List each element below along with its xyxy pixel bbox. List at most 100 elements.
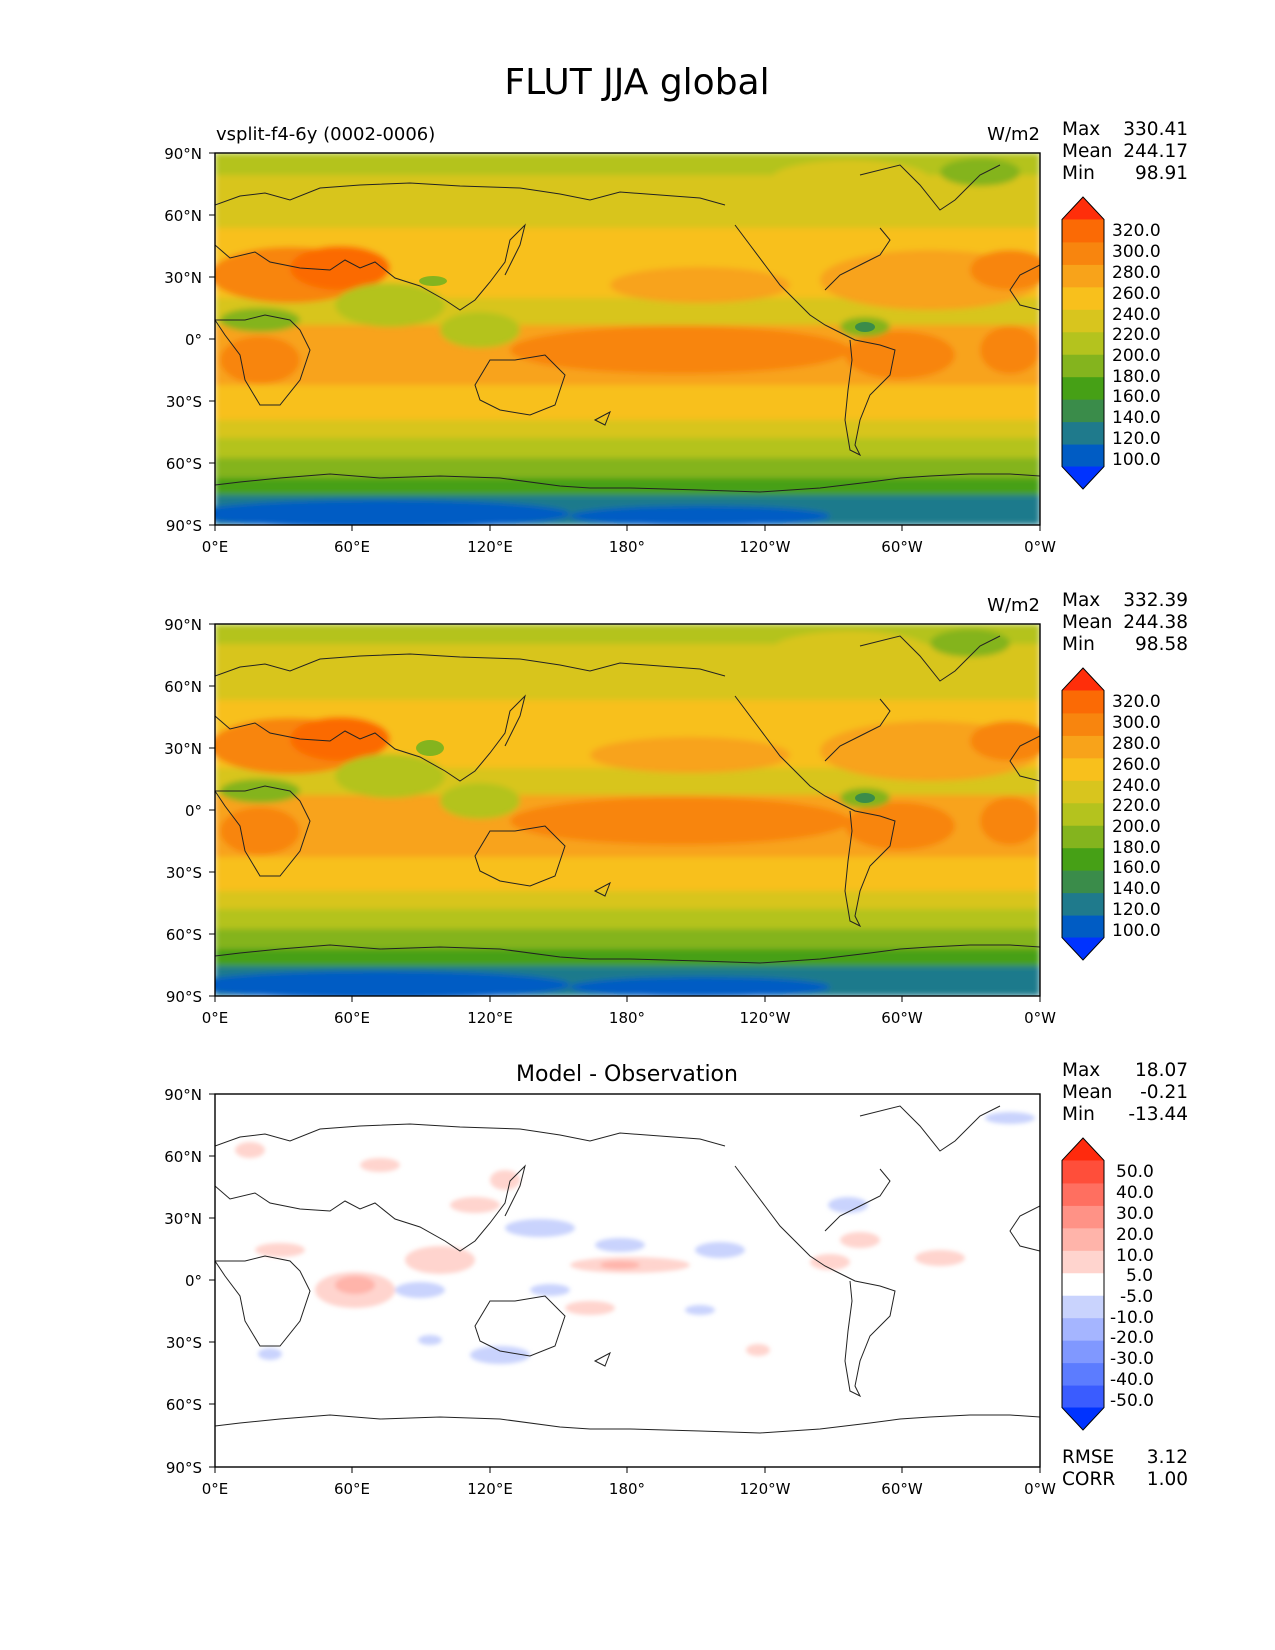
x-tick-label: 0°E — [202, 538, 229, 556]
y-tick-label: 90°S — [166, 988, 202, 1006]
stat-label-min: Min — [1062, 163, 1095, 184]
colorbar-label: -20.0 — [1110, 1328, 1154, 1348]
stat-label-max: Max — [1062, 590, 1100, 611]
x-tick-label: 0°W — [1024, 1009, 1056, 1027]
colorbar-label: -40.0 — [1110, 1370, 1154, 1390]
colorbar-swatch — [1062, 1250, 1104, 1274]
panel-difference-x-axis: 0°E 60°E 120°E 180° 120°W 60°W 0°W — [202, 1467, 1056, 1498]
colorbar-label: 140.0 — [1112, 408, 1161, 428]
colorbar-label: 280.0 — [1112, 734, 1161, 754]
y-tick-label: 90°N — [164, 145, 202, 163]
colorbar-swatch — [1062, 286, 1104, 310]
stat-label-max: Max — [1062, 119, 1100, 140]
panel-reference-stats: Max 332.39 Mean 244.38 Min 98.58 — [1062, 590, 1188, 655]
panel-reference: W/m2 — [164, 590, 1188, 1027]
colorbar-swatch — [1062, 847, 1104, 871]
stat-value-mean: 244.17 — [1123, 141, 1188, 162]
colorbar-extend-min — [1062, 937, 1104, 960]
figure-title: FLUT JJA global — [504, 62, 769, 103]
stat-value-max: 18.07 — [1135, 1060, 1188, 1081]
y-tick-label: 90°S — [166, 1459, 202, 1477]
colorbar-swatch — [1062, 690, 1104, 714]
panel-test-stats: Max 330.41 Mean 244.17 Min 98.91 — [1062, 119, 1188, 184]
x-tick-label: 180° — [609, 1009, 645, 1027]
y-tick-label: 60°N — [164, 678, 202, 696]
panel-difference-map — [215, 1094, 1040, 1467]
stat-label-max: Max — [1062, 1060, 1100, 1081]
y-tick-label: 60°S — [166, 1396, 202, 1414]
stat-label-min: Min — [1062, 634, 1095, 655]
panel-difference: Model - Observation — [164, 1060, 1188, 1498]
stat-label-mean: Mean — [1062, 1082, 1112, 1103]
colorbar-outline — [1061, 196, 1105, 490]
colorbar-label: 220.0 — [1112, 325, 1161, 345]
panel-difference-colorbar: 50.0 40.0 30.0 20.0 10.0 5.0 -5.0 -10.0 … — [1061, 1137, 1154, 1431]
x-tick-label: 60°W — [881, 1480, 923, 1498]
colorbar-label: 160.0 — [1112, 858, 1161, 878]
colorbar-swatch — [1062, 1362, 1104, 1386]
y-tick-label: 30°N — [164, 269, 202, 287]
colorbar-swatch — [1062, 1205, 1104, 1229]
colorbar-label: 100.0 — [1112, 450, 1161, 470]
colorbar-extend-max — [1062, 197, 1104, 220]
colorbar-label: -5.0 — [1120, 1287, 1153, 1307]
y-tick-label: 0° — [185, 331, 202, 349]
y-tick-label: 30°S — [166, 393, 202, 411]
panel-difference-stats: Max 18.07 Mean -0.21 Min -13.44 — [1062, 1060, 1188, 1125]
colorbar-swatch — [1062, 780, 1104, 804]
y-tick-label: 90°N — [164, 616, 202, 634]
colorbar-label: 240.0 — [1112, 776, 1161, 796]
colorbar-label: 140.0 — [1112, 879, 1161, 899]
colorbar-swatch — [1062, 1340, 1104, 1364]
x-tick-label: 180° — [609, 1480, 645, 1498]
colorbar-label: 320.0 — [1112, 221, 1161, 241]
x-tick-label: 60°E — [334, 538, 370, 556]
colorbar-label: 5.0 — [1126, 1266, 1153, 1286]
panel-reference-x-axis: 0°E 60°E 120°E 180° 120°W 60°W 0°W — [202, 996, 1056, 1027]
x-tick-label: 0°W — [1024, 1480, 1056, 1498]
x-tick-label: 120°W — [740, 538, 791, 556]
rmse-label: RMSE — [1062, 1447, 1114, 1468]
colorbar-swatch — [1062, 1160, 1104, 1184]
colorbar-outline — [1061, 1137, 1105, 1431]
x-tick-label: 0°E — [202, 1009, 229, 1027]
corr-label: CORR — [1062, 1469, 1115, 1490]
y-tick-label: 30°S — [166, 864, 202, 882]
panel-test-left-title: vsplit-f4-6y (0002-0006) — [216, 124, 435, 145]
colorbar-label: -10.0 — [1110, 1308, 1154, 1328]
stat-value-min: -13.44 — [1128, 1104, 1188, 1125]
x-tick-label: 0°W — [1024, 538, 1056, 556]
colorbar-swatch — [1062, 1272, 1104, 1296]
colorbar-swatch — [1062, 870, 1104, 894]
colorbar-swatch — [1062, 1385, 1104, 1409]
stat-value-min: 98.58 — [1135, 634, 1188, 655]
colorbar-outline — [1061, 667, 1105, 961]
panel-difference-y-axis: 90°N 60°N 30°N 0° 30°S 60°S 90°S — [164, 1086, 215, 1477]
colorbar-label: 50.0 — [1116, 1162, 1154, 1182]
colorbar-swatch — [1062, 264, 1104, 288]
colorbar-swatch — [1062, 1295, 1104, 1319]
y-tick-label: 60°N — [164, 1148, 202, 1166]
colorbar-extend-min — [1062, 466, 1104, 489]
y-tick-label: 90°N — [164, 1086, 202, 1104]
colorbar-swatch — [1062, 331, 1104, 355]
x-tick-label: 120°E — [467, 1009, 513, 1027]
stat-value-mean: 244.38 — [1123, 612, 1188, 633]
colorbar-label: 100.0 — [1112, 921, 1161, 941]
colorbar-label: -50.0 — [1110, 1391, 1154, 1411]
colorbar-label: 260.0 — [1112, 755, 1161, 775]
y-tick-label: 60°S — [166, 455, 202, 473]
colorbar-label: 10.0 — [1116, 1246, 1154, 1266]
y-tick-label: 0° — [185, 1272, 202, 1290]
colorbar-swatch — [1062, 354, 1104, 378]
stat-label-mean: Mean — [1062, 141, 1112, 162]
x-tick-label: 60°W — [881, 1009, 923, 1027]
rmse-value: 3.12 — [1147, 1447, 1188, 1468]
colorbar-swatch — [1062, 1227, 1104, 1251]
colorbar-extend-max — [1062, 1138, 1104, 1161]
panel-reference-map — [215, 624, 1040, 996]
colorbar-label: 240.0 — [1112, 305, 1161, 325]
colorbar-label: 180.0 — [1112, 838, 1161, 858]
x-tick-label: 60°W — [881, 538, 923, 556]
